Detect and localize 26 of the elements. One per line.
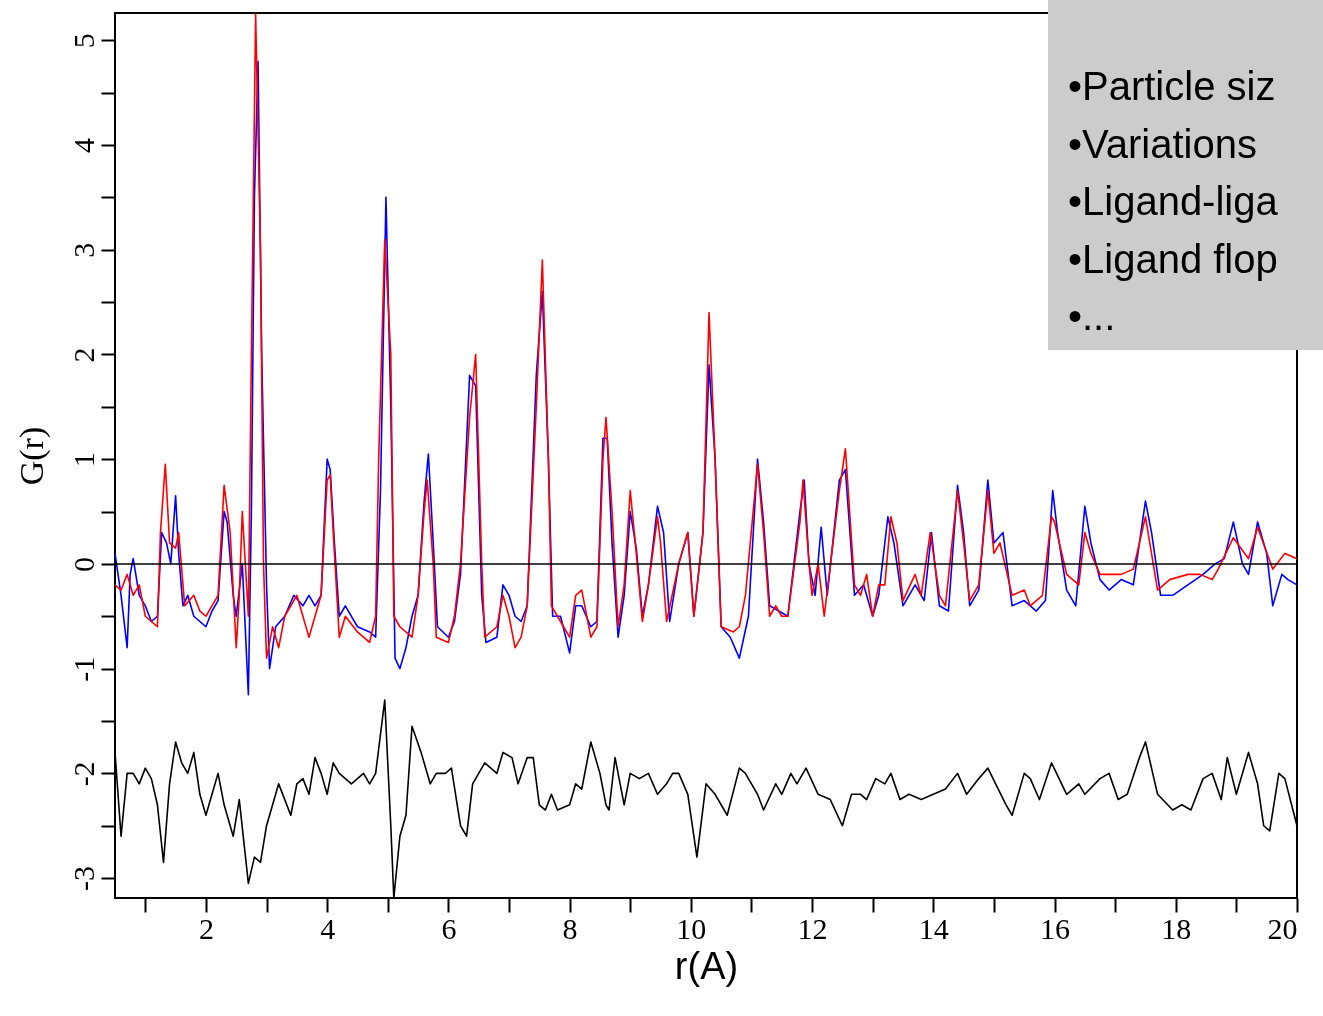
y-tick-label: -1 — [66, 656, 100, 682]
y-axis-title: G(r) — [12, 426, 51, 486]
x-tick-label: 14 — [918, 911, 949, 945]
y-tick-label: 2 — [66, 347, 100, 363]
y-tick-label: -2 — [66, 761, 100, 787]
annotation: •Particle siz — [1068, 64, 1276, 108]
x-tick-label: 10 — [676, 911, 707, 945]
x-axis-title: r(A) — [674, 944, 739, 987]
y-tick-label: 4 — [66, 137, 100, 153]
y-tick-label: 5 — [66, 33, 100, 49]
x-tick-label: 20 — [1267, 911, 1298, 945]
annotation: •Ligand flop — [1068, 236, 1278, 281]
annotation: •Ligand-liga — [1068, 179, 1279, 223]
x-tick-label: 8 — [562, 911, 578, 945]
y-tick-label: 0 — [66, 556, 100, 572]
y-tick-label: -3 — [66, 866, 100, 892]
annotation: •... — [1068, 294, 1116, 338]
y-tick-label: 3 — [66, 242, 100, 258]
y-tick-label: 1 — [66, 452, 100, 468]
x-tick-label: 18 — [1161, 911, 1192, 945]
x-tick-label: 6 — [441, 911, 457, 945]
x-tick-label: 2 — [198, 911, 214, 945]
annotation: •Variations — [1068, 121, 1257, 166]
x-tick-label: 12 — [797, 911, 828, 945]
x-tick-label: 4 — [320, 911, 336, 945]
x-tick-label: 16 — [1040, 911, 1071, 945]
